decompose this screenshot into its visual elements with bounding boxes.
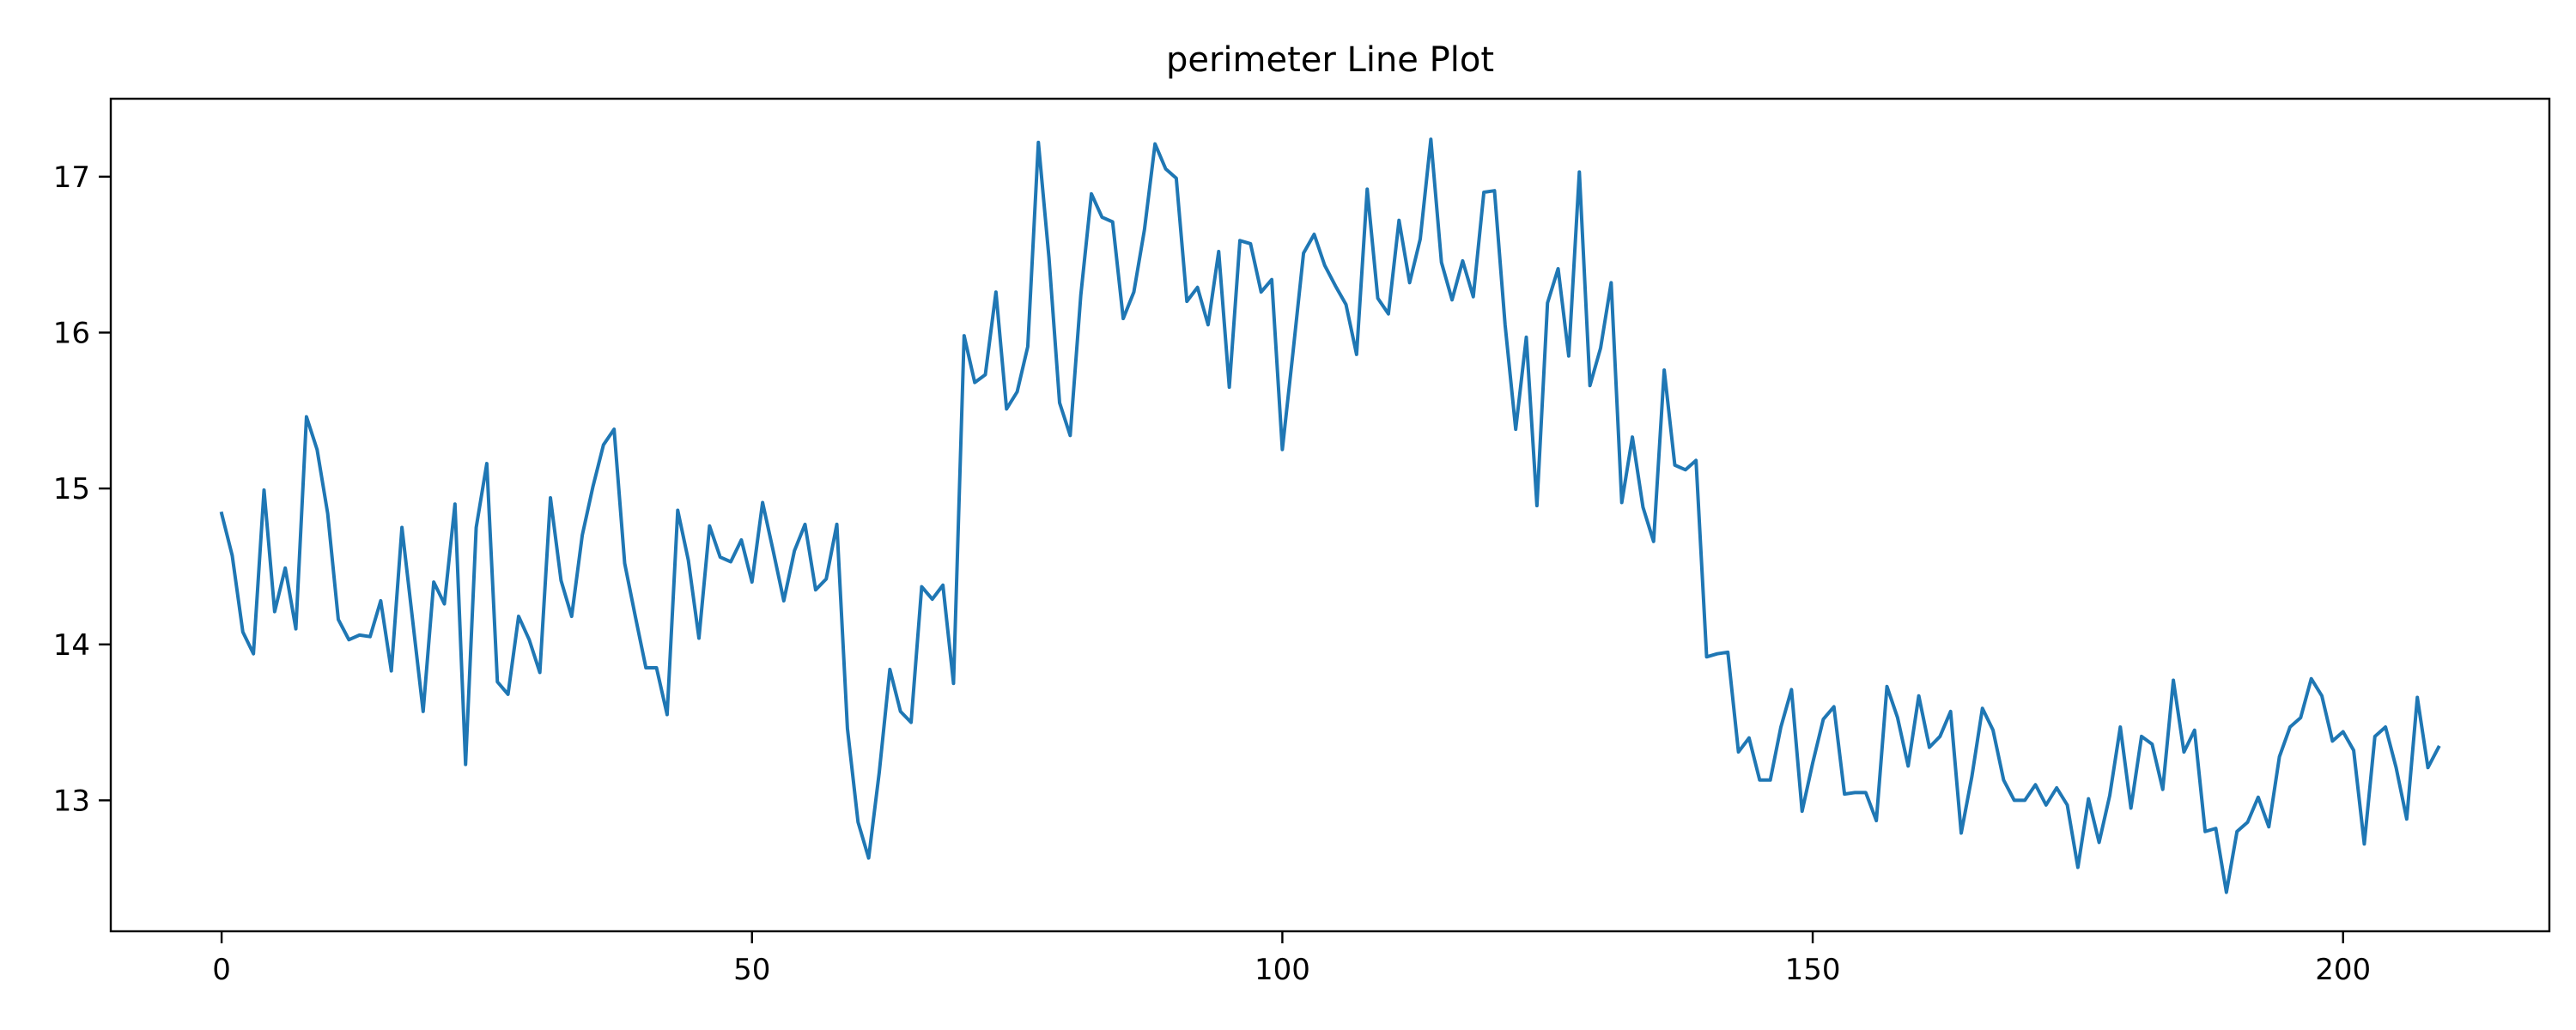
plot-area-frame <box>109 97 2551 933</box>
y-tick-label: 17 <box>53 161 90 195</box>
y-tick-label: 14 <box>53 628 90 663</box>
series-line-0 <box>219 137 2441 894</box>
y-tick-label: 16 <box>53 316 90 350</box>
chart-title: perimeter Line Plot <box>1166 40 1494 80</box>
x-tick-label: 0 <box>212 953 231 987</box>
x-tick-label: 150 <box>1785 953 1841 987</box>
y-tick-label: 13 <box>53 784 90 818</box>
x-tick-label: 100 <box>1255 953 1310 987</box>
y-tick-label: 15 <box>53 472 90 506</box>
x-tick-label: 50 <box>733 953 770 987</box>
x-tick-label: 200 <box>2315 953 2371 987</box>
